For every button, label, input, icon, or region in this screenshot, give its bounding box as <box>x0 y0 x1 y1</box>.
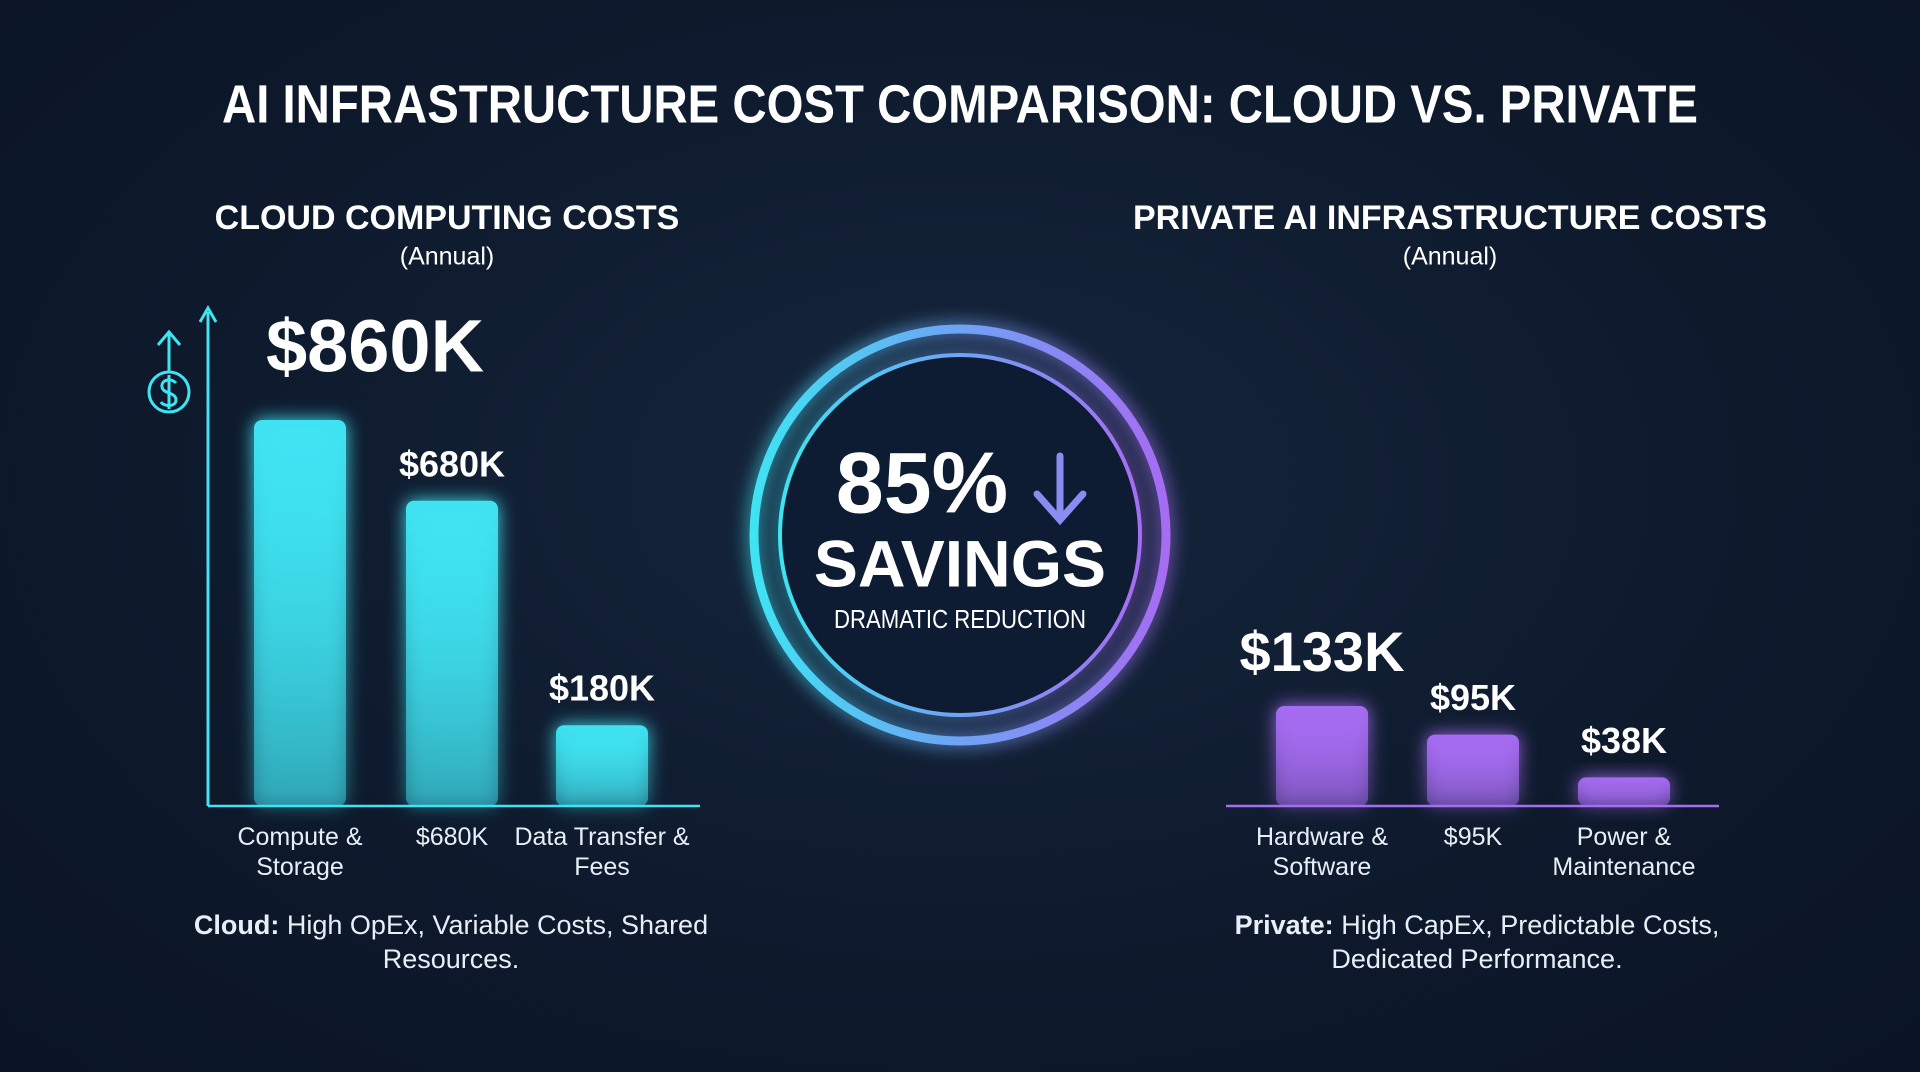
category-label: $95K <box>1443 823 1503 851</box>
category-label: Data Transfer & Fees <box>514 823 690 881</box>
bar <box>1578 777 1670 806</box>
category-label: Compute & Storage <box>237 823 363 881</box>
chart-title: PRIVATE AI INFRASTRUCTURE COSTS <box>1133 199 1767 237</box>
note-text: High OpEx, Variable Costs, Shared Resour… <box>286 910 709 974</box>
chart-subtitle: (Annual) <box>1403 243 1498 271</box>
value-label: $180K <box>549 668 655 709</box>
value-label: $680K <box>399 443 505 484</box>
bar <box>1276 706 1368 806</box>
badge-caption: DRAMATIC REDUCTION <box>834 604 1086 634</box>
bar <box>406 500 498 806</box>
badge-ring <box>749 324 1171 746</box>
category-label: $680K <box>415 823 489 851</box>
value-label: $95K <box>1430 677 1516 718</box>
chart-title: CLOUD COMPUTING COSTS <box>215 199 680 237</box>
category-label: Hardware & Software <box>1256 823 1388 881</box>
value-label: $860K <box>266 305 484 388</box>
value-label: $38K <box>1581 720 1667 761</box>
note-text: High CapEx, Predictable Costs, Dedicated… <box>1331 910 1720 974</box>
bar <box>1427 734 1519 806</box>
badge-percent: 85% <box>836 436 1008 532</box>
bar <box>254 420 346 806</box>
badge-inner-ring <box>778 353 1142 717</box>
bar <box>556 725 648 806</box>
chart-note: Cloud: High OpEx, Variable Costs, Shared… <box>191 908 711 976</box>
page-title: AI INFRASTRUCTURE COST COMPARISON: CLOUD… <box>222 74 1698 134</box>
badge-headline: SAVINGS <box>814 526 1106 600</box>
note-label: Cloud: <box>193 910 280 940</box>
chart-subtitle: (Annual) <box>400 243 495 271</box>
note-label: Private: <box>1234 910 1334 940</box>
value-label: $133K <box>1239 620 1404 683</box>
down-arrow <box>1033 452 1087 526</box>
category-label: Power & Maintenance <box>1552 823 1696 881</box>
chart-note: Private: High CapEx, Predictable Costs, … <box>1217 908 1737 976</box>
axis-decoration <box>147 304 218 806</box>
